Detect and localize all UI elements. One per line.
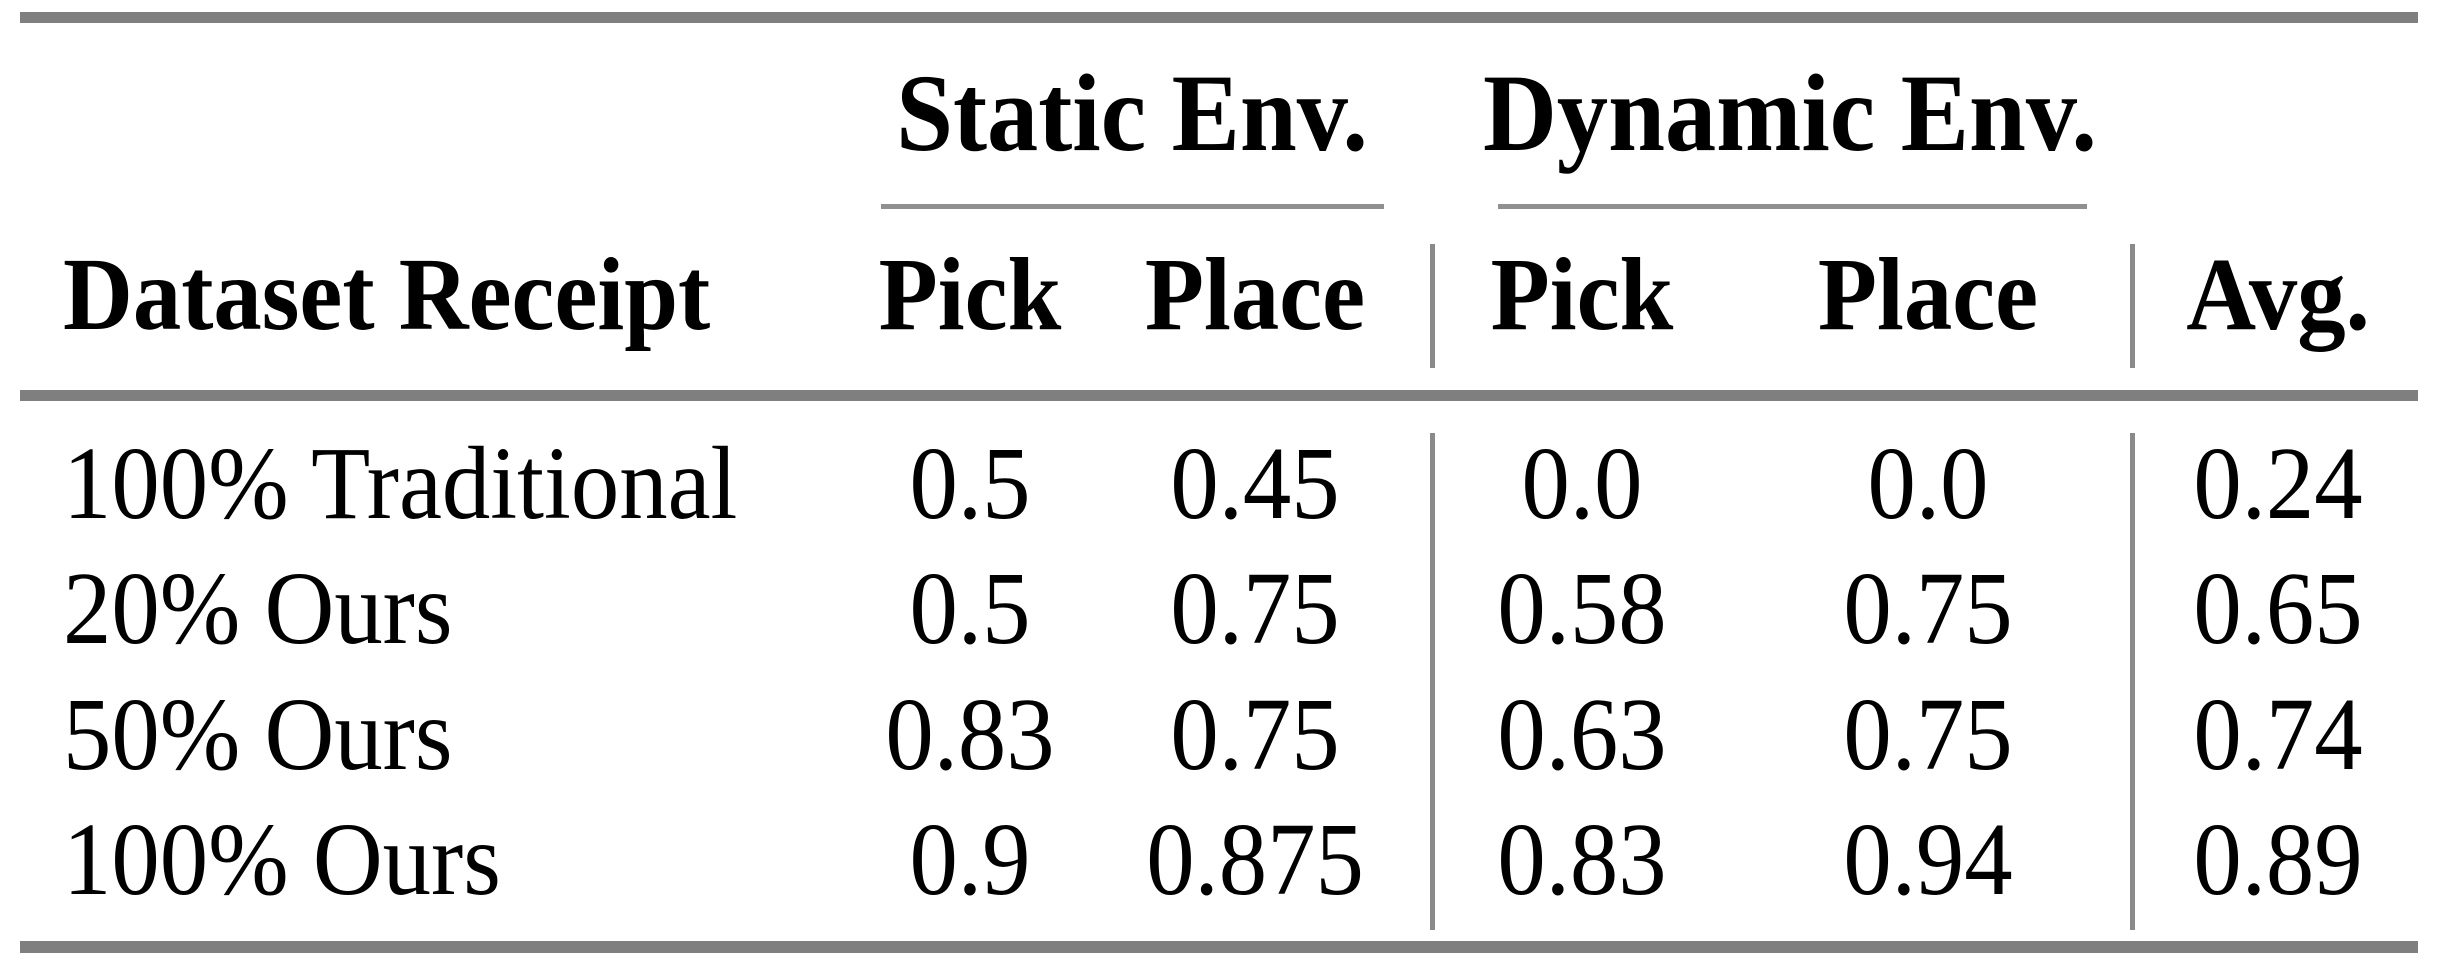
cell-avg: 0.74 — [2193, 677, 2363, 792]
cell-static-pick: 0.83 — [885, 677, 1055, 792]
cell-static-place: 0.45 — [1170, 426, 1340, 541]
header-avg: Avg. — [2186, 237, 2370, 352]
cell-avg: 0.89 — [2193, 802, 2363, 917]
cell-static-pick: 0.5 — [909, 426, 1031, 541]
header-static-pick: Pick — [878, 237, 1062, 352]
cell-dynamic-place: 0.94 — [1843, 802, 2013, 917]
col-group-static-env: Static Env. — [896, 52, 1368, 174]
header-dynamic-place: Place — [1817, 237, 2039, 352]
static-env-underline — [881, 204, 1384, 209]
header-dataset-receipt: Dataset Receipt — [63, 237, 711, 352]
row-label: 20% Ours — [63, 551, 453, 666]
cell-dynamic-pick: 0.58 — [1497, 551, 1667, 666]
column-separator-1-body — [1430, 433, 1435, 930]
cell-static-place: 0.75 — [1170, 551, 1340, 666]
col-group-dynamic-env: Dynamic Env. — [1483, 52, 2097, 174]
table-header-rule — [20, 390, 2418, 401]
cell-dynamic-pick: 0.83 — [1497, 802, 1667, 917]
header-static-place: Place — [1144, 237, 1366, 352]
column-separator-1-header — [1430, 244, 1435, 368]
table-bottom-rule — [20, 941, 2418, 953]
cell-dynamic-place: 0.75 — [1843, 677, 2013, 792]
cell-static-pick: 0.9 — [909, 802, 1031, 917]
cell-static-place: 0.75 — [1170, 677, 1340, 792]
row-label: 100% Ours — [63, 802, 501, 917]
cell-avg: 0.24 — [2193, 426, 2363, 541]
cell-static-place: 0.875 — [1146, 802, 1364, 917]
column-separator-2-body — [2130, 433, 2135, 930]
table-top-rule — [20, 12, 2418, 23]
cell-dynamic-pick: 0.0 — [1521, 426, 1643, 541]
cell-dynamic-place: 0.75 — [1843, 551, 2013, 666]
row-label: 100% Traditional — [63, 426, 738, 541]
dynamic-env-underline — [1498, 204, 2087, 209]
cell-static-pick: 0.5 — [909, 551, 1031, 666]
cell-dynamic-pick: 0.63 — [1497, 677, 1667, 792]
header-dynamic-pick: Pick — [1490, 237, 1674, 352]
cell-avg: 0.65 — [2193, 551, 2363, 666]
cell-dynamic-place: 0.0 — [1867, 426, 1989, 541]
column-separator-2-header — [2130, 244, 2135, 368]
row-label: 50% Ours — [63, 677, 453, 792]
